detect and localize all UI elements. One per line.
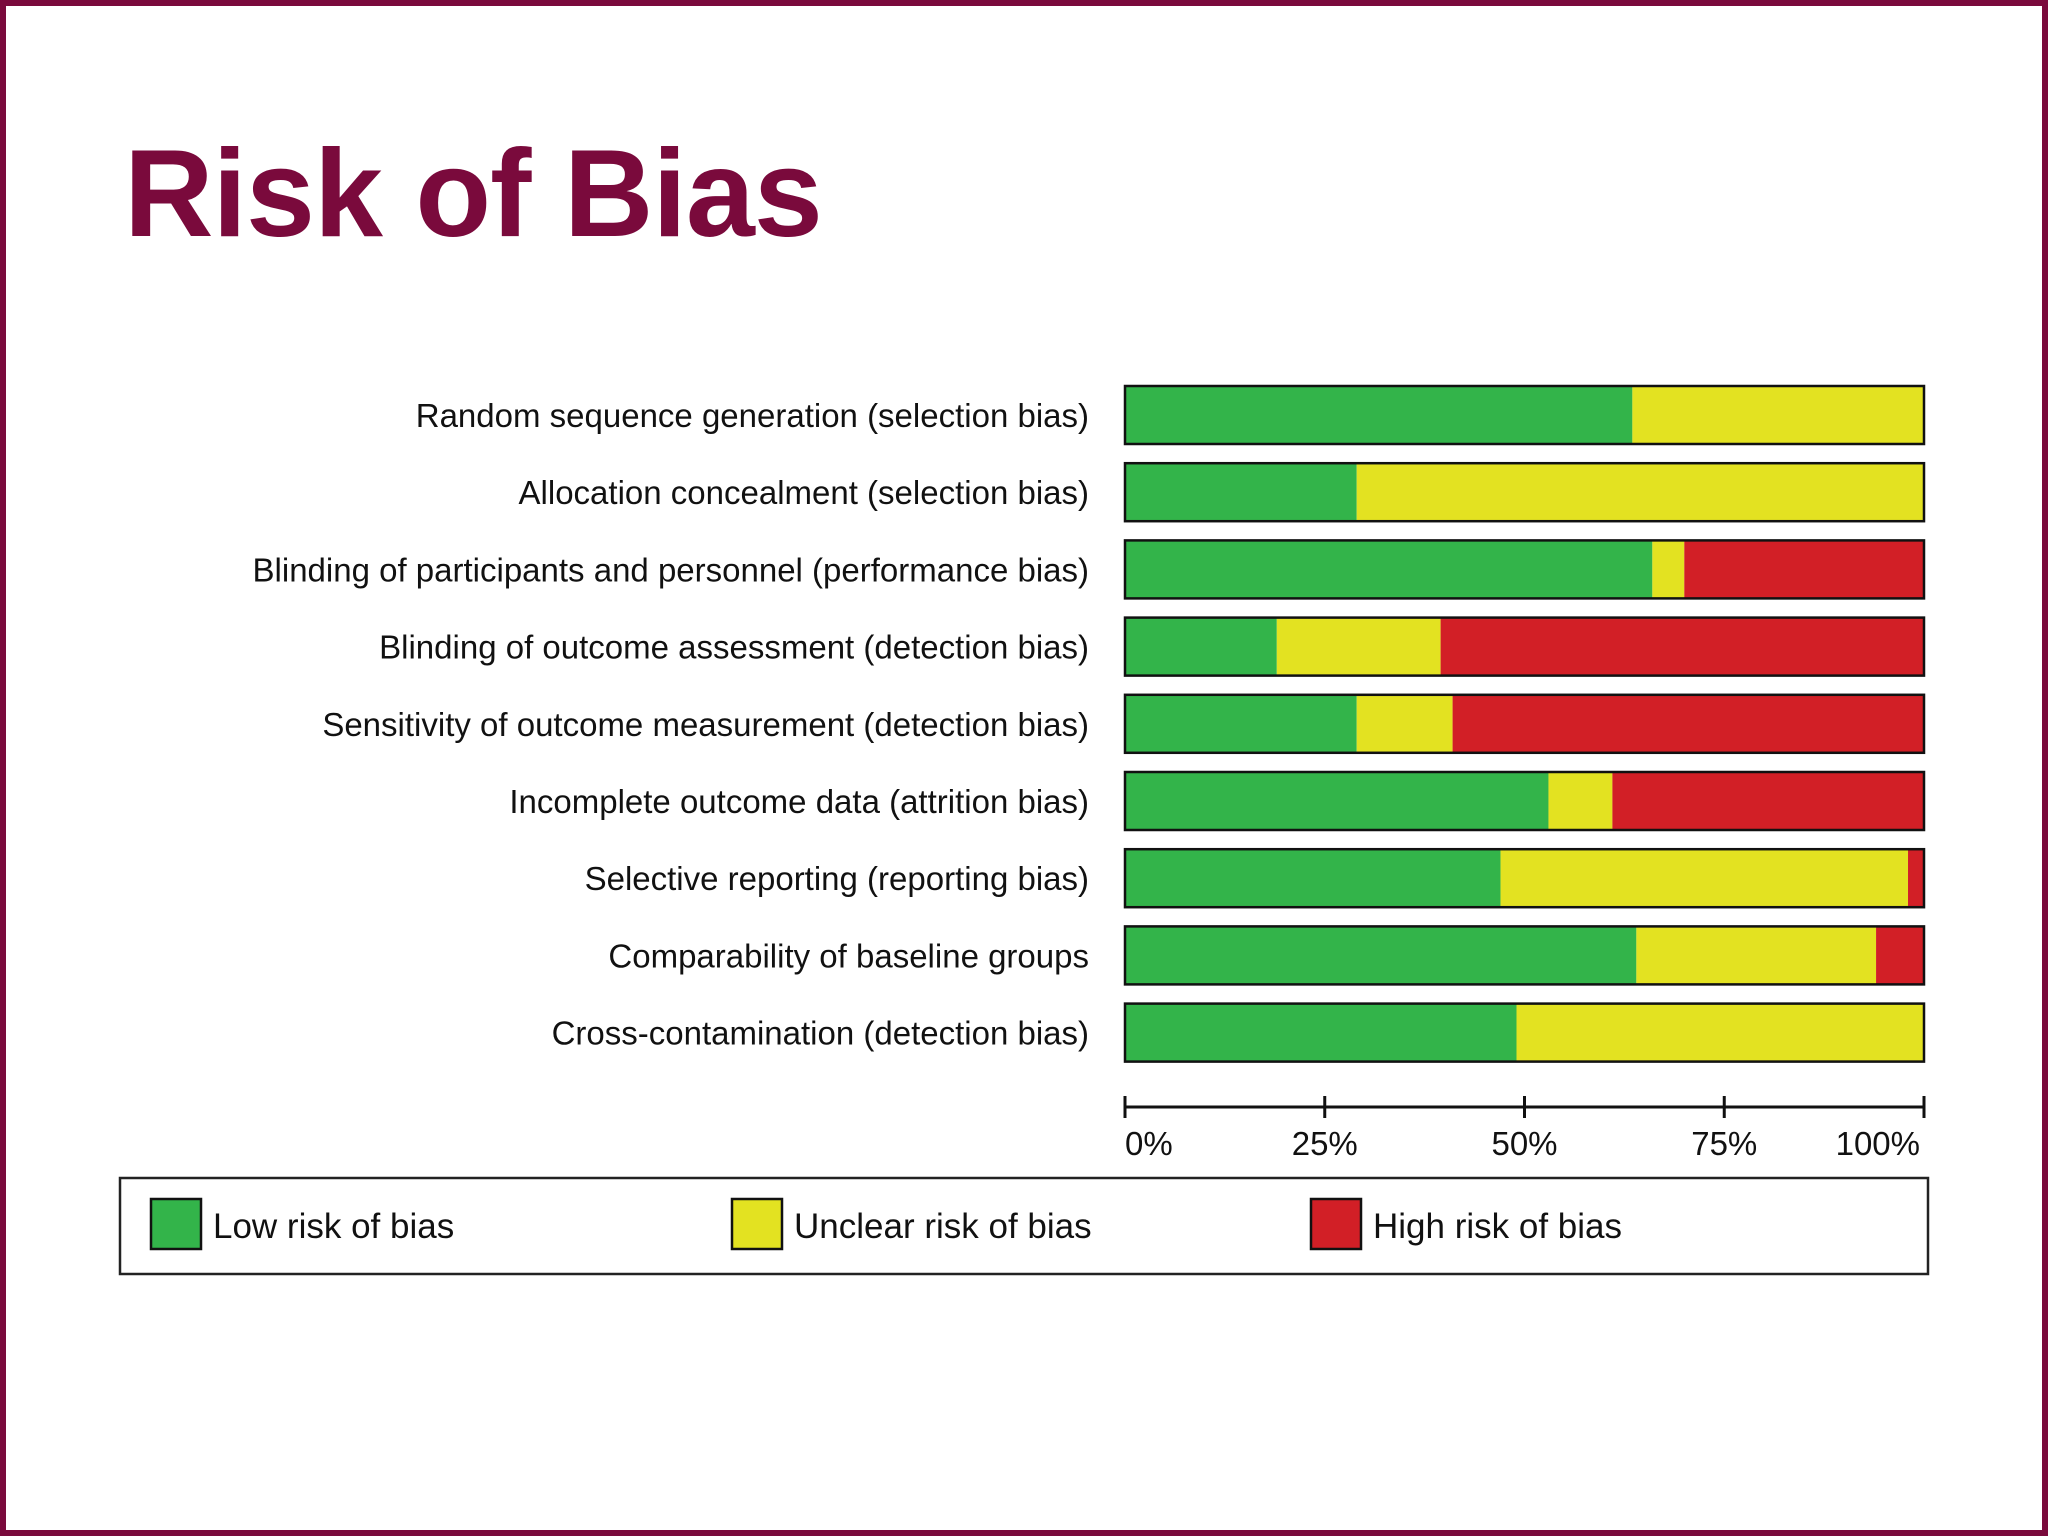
bar-segment-low — [1125, 772, 1549, 830]
bar-segment-high — [1908, 849, 1924, 908]
legend-label: Unclear risk of bias — [794, 1207, 1092, 1246]
bar-outline — [1123, 461, 1926, 523]
category-label: Selective reporting (reporting bias) — [585, 860, 1089, 897]
bar-segment-low — [1125, 540, 1653, 599]
category-label: Blinding of outcome assessment (detectio… — [379, 629, 1089, 666]
bar-segment-unclear — [1516, 1003, 1924, 1062]
category-label: Allocation concealment (selection bias) — [519, 474, 1089, 511]
bar-segment-low — [1125, 386, 1633, 444]
category-label: Comparability of baseline groups — [608, 937, 1089, 974]
bar-outline — [1123, 1002, 1926, 1063]
bar-segment-low — [1125, 1003, 1517, 1062]
bar-segment-low — [1125, 617, 1277, 676]
bar-outline — [1123, 384, 1926, 446]
category-label: Blinding of participants and personnel (… — [253, 551, 1089, 588]
bar-outline — [1123, 770, 1926, 832]
bar-segment-unclear — [1632, 386, 1924, 444]
bar-segment-low — [1125, 694, 1357, 753]
legend-swatch-unclear — [730, 1197, 784, 1251]
legend-label: Low risk of bias — [213, 1207, 454, 1246]
bar-outline — [1123, 616, 1926, 677]
bar-segment-unclear — [1636, 926, 1877, 985]
legend-swatch-low — [149, 1197, 203, 1251]
x-tick-label: 0% — [1125, 1125, 1173, 1162]
bar-segment-high — [1876, 926, 1924, 985]
legend-label: High risk of bias — [1373, 1207, 1622, 1246]
legend-box — [118, 1176, 1930, 1276]
bar-segment-low — [1125, 849, 1501, 908]
x-tick-label: 25% — [1292, 1125, 1358, 1162]
bar-outline — [1123, 693, 1926, 755]
bar-segment-unclear — [1276, 617, 1441, 676]
bar-segment-high — [1452, 694, 1924, 753]
bar-segment-high — [1440, 617, 1924, 676]
bar-segment-low — [1125, 926, 1637, 985]
bar-segment-high — [1684, 540, 1924, 599]
x-tick-label: 100% — [1836, 1125, 1920, 1162]
category-label: Incomplete outcome data (attrition bias) — [509, 783, 1089, 820]
bar-outline — [1123, 847, 1926, 909]
bar-segment-low — [1125, 463, 1357, 522]
bar-segment-unclear — [1548, 772, 1613, 830]
x-tick-label: 75% — [1691, 1125, 1757, 1162]
bar-segment-high — [1612, 772, 1924, 830]
x-tick-label: 50% — [1491, 1125, 1557, 1162]
bar-segment-unclear — [1652, 540, 1685, 599]
bar-outline — [1123, 539, 1926, 600]
bar-segment-unclear — [1356, 694, 1453, 753]
bar-segment-unclear — [1500, 849, 1909, 908]
category-label: Random sequence generation (selection bi… — [416, 397, 1089, 434]
legend-swatch-high — [1309, 1197, 1363, 1251]
risk-of-bias-chart: Random sequence generation (selection bi… — [118, 384, 1930, 1276]
slide-title: Risk of Bias — [124, 125, 823, 263]
category-label: Sensitivity of outcome measurement (dete… — [322, 706, 1089, 743]
bar-outline — [1123, 925, 1926, 986]
category-label: Cross-contamination (detection bias) — [552, 1015, 1089, 1052]
bar-segment-unclear — [1356, 463, 1924, 522]
